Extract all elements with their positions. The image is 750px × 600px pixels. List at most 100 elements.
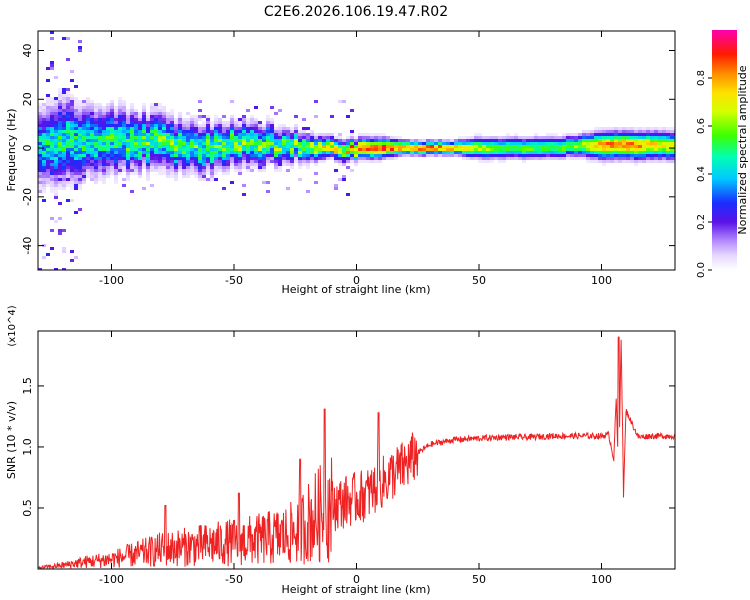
- heatmap-cell: [346, 145, 350, 148]
- heatmap-cell: [466, 157, 470, 160]
- heatmap-cell: [358, 142, 362, 145]
- heatmap-cell: [138, 124, 142, 127]
- heatmap-cell: [574, 148, 578, 151]
- heatmap-cell: [398, 139, 402, 142]
- heatmap-cell: [606, 160, 610, 163]
- heatmap-cell: [566, 142, 570, 145]
- heatmap-cell: [162, 124, 166, 127]
- heatmap-cell: [670, 160, 674, 163]
- heatmap-cell: [134, 130, 138, 133]
- heatmap-cell: [286, 145, 290, 148]
- heatmap-cell: [78, 178, 82, 181]
- heatmap-cell: [234, 148, 238, 151]
- heatmap-cell: [474, 136, 478, 139]
- heatmap-cell: [118, 163, 122, 166]
- heatmap-cell: [38, 121, 42, 124]
- heatmap-cell: [394, 139, 398, 142]
- heatmap-cell: [58, 142, 62, 145]
- heatmap-cell: [46, 151, 50, 154]
- heatmap-cell: [318, 148, 322, 151]
- heatmap-cell: [58, 217, 62, 220]
- heatmap-cell: [278, 154, 282, 157]
- heatmap-cell: [62, 247, 66, 250]
- heatmap-cell: [194, 157, 198, 160]
- heatmap-cell: [586, 160, 590, 163]
- heatmap-cell: [258, 121, 262, 124]
- heatmap-cell: [226, 148, 230, 151]
- heatmap-cell: [614, 136, 618, 139]
- heatmap-cell: [166, 115, 170, 118]
- heatmap-cell: [458, 148, 462, 151]
- heatmap-cell: [546, 154, 550, 157]
- heatmap-cell: [106, 124, 110, 127]
- heatmap-cell: [234, 124, 238, 127]
- heatmap-cell: [122, 151, 126, 154]
- heatmap-cell: [98, 121, 102, 124]
- heatmap-cell: [90, 106, 94, 109]
- heatmap-cell: [46, 133, 50, 136]
- heatmap-cell: [194, 142, 198, 145]
- heatmap-cell: [446, 151, 450, 154]
- heatmap-cell: [74, 154, 78, 157]
- heatmap-cell: [342, 148, 346, 151]
- heatmap-cell: [126, 148, 130, 151]
- heatmap-cell: [106, 148, 110, 151]
- heatmap-cell: [290, 142, 294, 145]
- heatmap-cell: [250, 133, 254, 136]
- heatmap-cell: [602, 160, 606, 163]
- heatmap-cell: [418, 145, 422, 148]
- heatmap-cell: [370, 136, 374, 139]
- heatmap-cell: [70, 148, 74, 151]
- heatmap-cell: [426, 154, 430, 157]
- heatmap-cell: [250, 148, 254, 151]
- heatmap-cell: [166, 139, 170, 142]
- heatmap-cell: [626, 145, 630, 148]
- heatmap-cell: [626, 133, 630, 136]
- heatmap-cell: [266, 190, 270, 193]
- heatmap-cell: [406, 154, 410, 157]
- heatmap-cell: [530, 148, 534, 151]
- heatmap-cell: [74, 97, 78, 100]
- heatmap-cell: [178, 124, 182, 127]
- heatmap-cell: [266, 160, 270, 163]
- heatmap-cell: [134, 112, 138, 115]
- heatmap-cell: [166, 151, 170, 154]
- heatmap-cell: [354, 148, 358, 151]
- heatmap-cell: [310, 151, 314, 154]
- heatmap-cell: [250, 163, 254, 166]
- heatmap-cell: [258, 139, 262, 142]
- heatmap-cell: [454, 154, 458, 157]
- heatmap-cell: [162, 109, 166, 112]
- heatmap-cell: [362, 151, 366, 154]
- heatmap-cell: [154, 160, 158, 163]
- heatmap-cell: [354, 142, 358, 145]
- heatmap-cell: [90, 103, 94, 106]
- heatmap-cell: [74, 103, 78, 106]
- heatmap-cell: [226, 163, 230, 166]
- heatmap-cell: [122, 106, 126, 109]
- heatmap-cell: [306, 157, 310, 160]
- heatmap-cell: [218, 127, 222, 130]
- heatmap-cell: [478, 133, 482, 136]
- heatmap-cell: [110, 109, 114, 112]
- heatmap-cell: [494, 154, 498, 157]
- heatmap-cell: [82, 118, 86, 121]
- heatmap-cell: [214, 157, 218, 160]
- heatmap-cell: [290, 136, 294, 139]
- heatmap-cell: [634, 133, 638, 136]
- heatmap-cell: [210, 175, 214, 178]
- heatmap-cell: [666, 154, 670, 157]
- heatmap-cell: [646, 133, 650, 136]
- heatmap-cell: [106, 103, 110, 106]
- heatmap-cell: [542, 136, 546, 139]
- heatmap-cell: [46, 94, 50, 97]
- heatmap-cell: [86, 169, 90, 172]
- heatmap-cell: [550, 142, 554, 145]
- heatmap-cell: [330, 148, 334, 151]
- heatmap-cell: [270, 106, 274, 109]
- heatmap-cell: [634, 130, 638, 133]
- heatmap-cell: [634, 136, 638, 139]
- heatmap-cell: [582, 142, 586, 145]
- heatmap-cell: [66, 58, 70, 61]
- heatmap-cell: [222, 115, 226, 118]
